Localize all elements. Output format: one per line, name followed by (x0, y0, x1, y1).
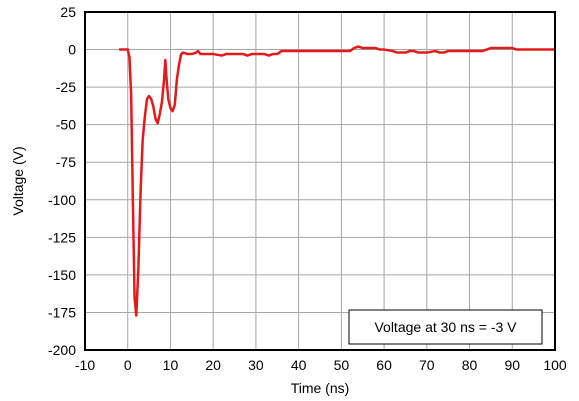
x-tick-label: 0 (124, 357, 132, 373)
annotation-text: Voltage at 30 ns = -3 V (374, 319, 517, 335)
x-tick-label: 40 (291, 357, 307, 373)
series-line (119, 45, 555, 317)
x-tick-label: 70 (419, 357, 435, 373)
tick-labels: -10 0 10 20 30 40 50 60 70 80 90 100250-25-50-75-10… (48, 4, 567, 373)
annotation-box: Voltage at 30 ns = -3 V (348, 309, 543, 345)
x-tick-label: -10 (75, 357, 95, 373)
y-tick-label: -25 (56, 79, 76, 95)
x-tick-label: 50 (334, 357, 350, 373)
y-tick-label: -75 (56, 154, 76, 170)
x-tick-label: 80 (462, 357, 478, 373)
y-tick-label: 0 (68, 42, 76, 58)
x-tick-label: 60 (376, 357, 392, 373)
y-tick-label: -150 (48, 267, 76, 283)
x-tick-label: 10 (163, 357, 179, 373)
y-tick-label: -125 (48, 229, 76, 245)
y-tick-label: -50 (56, 117, 76, 133)
y-tick-label: 25 (60, 4, 76, 20)
y-tick-label: -100 (48, 192, 76, 208)
y-tick-label: -175 (48, 304, 76, 320)
plot-frame (84, 11, 556, 351)
x-axis-label: Time (ns) (291, 380, 350, 396)
series-layer (119, 45, 555, 317)
y-tick-label: -200 (48, 342, 76, 358)
x-tick-label: 90 (504, 357, 520, 373)
x-tick-label: 30 (248, 357, 264, 373)
y-axis-label: Voltage (V) (10, 146, 26, 215)
annotation-box-frame (348, 309, 543, 345)
x-tick-label: 20 (205, 357, 221, 373)
x-tick-label: 100 (543, 357, 567, 373)
